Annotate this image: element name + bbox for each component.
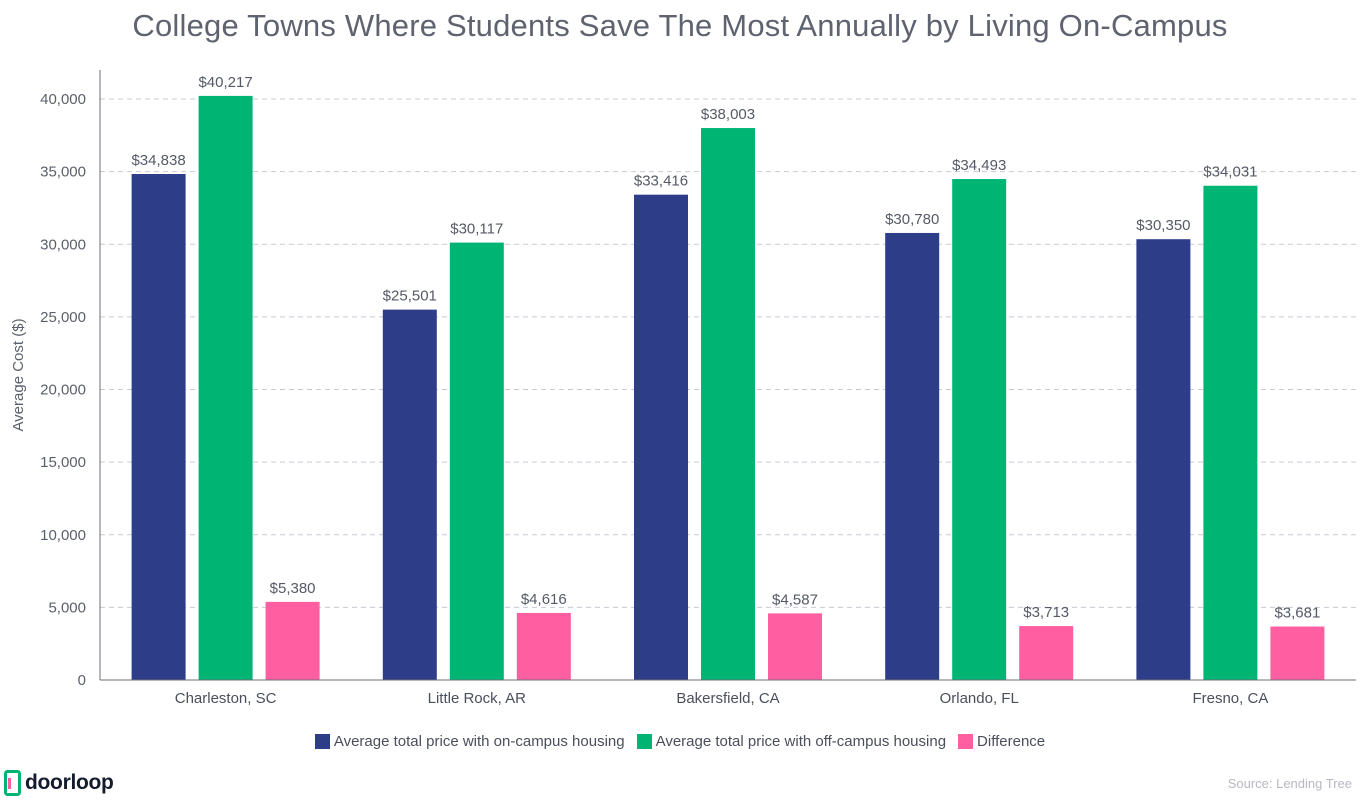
y-tick-label: 30,000 xyxy=(40,236,86,253)
legend-label: Average total price with off-campus hous… xyxy=(655,733,947,750)
value-labels: $34,838 $40,217 $5,380 $25,501 $30,117 $4,616… xyxy=(131,74,1320,622)
y-tick-label: 35,000 xyxy=(40,164,86,181)
legend-item: Average total price with off-campus hous… xyxy=(636,733,947,750)
data-label: $3,713 xyxy=(1023,604,1069,621)
x-tick-label: Orlando, FL xyxy=(940,690,1019,707)
y-axis-label: Average Cost ($) xyxy=(10,318,27,431)
bar xyxy=(768,613,822,680)
brand-name: doorloop xyxy=(25,771,114,794)
brand-logo: doorloop xyxy=(4,770,114,796)
door-icon xyxy=(4,770,21,796)
data-label: $34,838 xyxy=(131,152,185,169)
bar xyxy=(885,232,940,680)
data-label: $34,031 xyxy=(1203,164,1257,181)
bar xyxy=(701,128,755,681)
bar xyxy=(131,174,186,680)
x-tick-label: Charleston, SC xyxy=(175,690,277,707)
data-label: $25,501 xyxy=(383,288,437,305)
data-label: $38,003 xyxy=(701,106,755,123)
legend-swatch xyxy=(958,734,974,749)
bar-chart: Average Cost ($) 0 5,000 10,000 15,000 20,00… xyxy=(10,70,1356,707)
data-label: $30,117 xyxy=(450,221,503,238)
data-label: $34,493 xyxy=(952,157,1006,174)
legend: Average total price with on-campus housi… xyxy=(0,733,1360,750)
y-tick-label: 10,000 xyxy=(40,527,86,544)
bar xyxy=(265,601,320,680)
data-label: $4,587 xyxy=(772,591,818,608)
y-tick-label: 20,000 xyxy=(40,382,86,399)
data-label: $30,780 xyxy=(885,211,939,228)
y-axis-ticks: 0 5,000 10,000 15,000 20,000 25,000 30,000 35,0… xyxy=(40,91,86,689)
data-label: $40,217 xyxy=(198,74,252,91)
x-tick-label: Little Rock, AR xyxy=(428,690,527,707)
legend-swatch xyxy=(636,734,652,749)
bar xyxy=(1019,626,1074,680)
y-tick-label: 0 xyxy=(78,672,86,689)
bar xyxy=(1203,185,1258,680)
data-label: $3,681 xyxy=(1274,605,1320,622)
data-label: $33,416 xyxy=(634,173,688,190)
y-tick-label: 5,000 xyxy=(48,599,86,616)
legend-item: Average total price with on-campus housi… xyxy=(314,733,625,750)
bar xyxy=(1136,239,1191,680)
legend-swatch xyxy=(314,734,330,749)
y-tick-label: 40,000 xyxy=(40,91,86,108)
data-label: $5,380 xyxy=(270,580,316,597)
bar xyxy=(634,194,688,681)
x-tick-label: Fresno, CA xyxy=(1192,690,1268,707)
x-tick-label: Bakersfield, CA xyxy=(676,690,779,707)
legend-label: Average total price with on-campus housi… xyxy=(333,733,625,750)
bar xyxy=(952,179,1007,680)
bars xyxy=(131,95,1325,681)
y-tick-label: 15,000 xyxy=(40,454,86,471)
bar xyxy=(516,612,571,680)
source-note: Source: Lending Tree xyxy=(1227,776,1352,791)
data-label: $4,616 xyxy=(521,591,567,608)
y-tick-label: 25,000 xyxy=(40,309,86,326)
bar xyxy=(382,309,437,680)
bar xyxy=(449,242,504,680)
bar xyxy=(1270,626,1325,680)
chart-title: College Towns Where Students Save The Mo… xyxy=(132,8,1228,43)
x-axis-categories: Charleston, SC Little Rock, AR Bakersfield… xyxy=(175,690,1269,707)
data-label: $30,350 xyxy=(1136,217,1190,234)
legend-item: Difference xyxy=(958,733,1045,750)
legend-label: Difference xyxy=(977,733,1046,750)
bar xyxy=(198,95,253,681)
